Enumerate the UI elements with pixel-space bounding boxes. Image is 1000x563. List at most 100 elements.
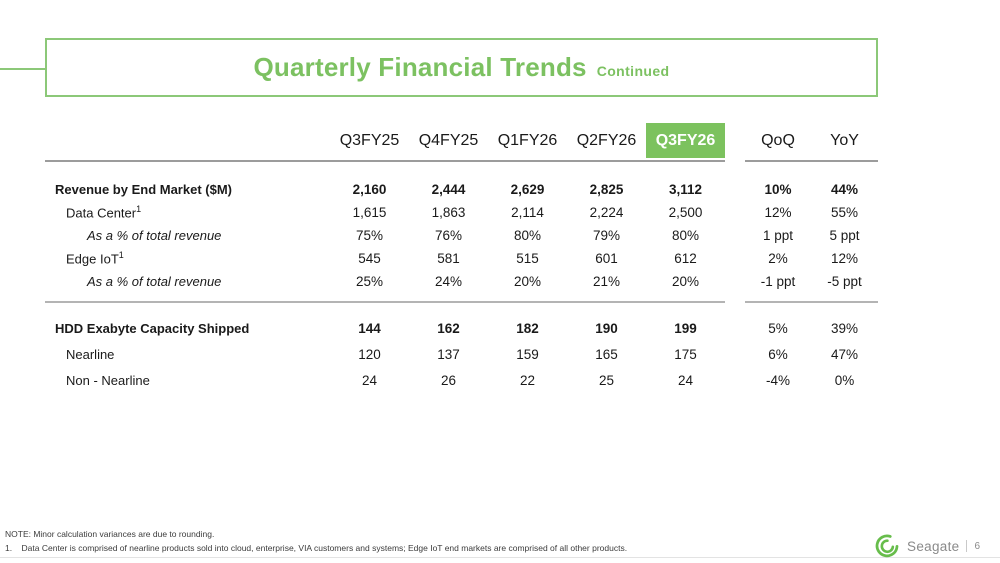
value-cell: 545 — [358, 251, 381, 266]
value-cell: 80% — [671, 228, 700, 243]
section-revenue: Revenue by End Market ($M) 2,160 2,444 2,62… — [45, 178, 878, 293]
change-cell: 5 ppt — [829, 228, 860, 243]
value-cell: 1,615 — [352, 205, 387, 220]
change-cell: 0% — [834, 372, 855, 388]
change-cell: 6% — [768, 346, 788, 362]
page-divider — [966, 540, 968, 552]
section-divider-right — [745, 301, 878, 303]
value-cell: 3,112 — [668, 182, 703, 197]
note-data-center: 1. Data Center is comprised of nearline … — [5, 543, 628, 553]
section-divider — [45, 301, 878, 303]
change-cell: 39% — [830, 320, 859, 336]
note-rounding: NOTE: Minor calculation variances are du… — [5, 529, 215, 539]
value-cell: 2,629 — [510, 182, 545, 197]
change-cell: -5 ppt — [827, 274, 862, 289]
section-divider-left — [45, 301, 725, 303]
header-underline — [45, 160, 878, 162]
page-number: 6 — [974, 540, 980, 552]
value-cell: 199 — [674, 320, 697, 336]
page-title-suffix: Continued — [596, 63, 670, 79]
change-cell: 12% — [764, 205, 792, 220]
left-accent-line — [0, 68, 46, 70]
value-cell: 76% — [434, 228, 463, 243]
row-label: Revenue by End Market ($M) — [45, 182, 330, 197]
table-row: Non - Nearline 24 26 22 25 24 -4% 0% — [45, 367, 878, 393]
value-cell: 137 — [437, 346, 460, 362]
table-row: Data Center1 1,615 1,863 2,114 2,224 2,500 12%… — [45, 201, 878, 224]
header-cell-q1fy26: Q1FY26 — [497, 132, 558, 149]
value-cell: 20% — [513, 274, 542, 289]
row-label-text: Edge IoT — [66, 251, 119, 267]
value-cell: 25 — [598, 372, 615, 388]
row-label-text: Data Center — [66, 205, 137, 221]
value-cell: 120 — [358, 346, 381, 362]
brand-block: Seagate 6 — [874, 533, 980, 559]
change-cell: -4% — [765, 372, 790, 388]
seagate-swirl-icon — [874, 533, 900, 559]
header-cell-q3fy26: Q3FY26 — [646, 123, 725, 158]
row-label-text: HDD Exabyte Capacity Shipped — [55, 320, 250, 336]
title-box: Quarterly Financial Trends Continued — [45, 38, 878, 97]
change-cell: 55% — [830, 205, 859, 220]
header-cell-q3fy25: Q3FY25 — [339, 132, 400, 149]
seagate-wordmark: Seagate — [907, 538, 960, 554]
value-cell: 581 — [437, 251, 460, 266]
value-cell: 2,825 — [589, 182, 624, 197]
value-cell: 2,224 — [589, 205, 624, 220]
row-label: Non - Nearline — [45, 373, 330, 388]
row-label: Data Center1 — [45, 204, 330, 220]
value-cell: 175 — [674, 346, 697, 362]
value-cell: 2,160 — [352, 182, 387, 197]
value-cell: 75% — [355, 228, 384, 243]
section-exabytes: HDD Exabyte Capacity Shipped 144 162 182 190… — [45, 315, 878, 393]
change-cell: 12% — [830, 251, 859, 266]
header-cell-q4fy25: Q4FY25 — [418, 132, 479, 149]
row-label: Nearline — [45, 347, 330, 362]
footnote-marker: 1 — [136, 204, 142, 215]
footnote-marker: 1 — [118, 250, 124, 261]
change-cell: 1 ppt — [762, 228, 794, 243]
table-row: As a % of total revenue 25% 24% 20% 21% 20% -1… — [45, 270, 878, 293]
table-row: HDD Exabyte Capacity Shipped 144 162 182 190… — [45, 315, 878, 341]
row-label-text: As a % of total revenue — [87, 274, 222, 289]
row-label-text: Nearline — [66, 346, 115, 362]
change-cell: -1 ppt — [760, 274, 796, 289]
table-row: Edge IoT1 545 581 515 601 612 2% 12% — [45, 247, 878, 270]
value-cell: 144 — [358, 320, 381, 336]
header-cell-qoq: QoQ — [761, 132, 795, 149]
row-label: As a % of total revenue — [45, 228, 330, 243]
value-cell: 162 — [437, 320, 460, 336]
table-row: Revenue by End Market ($M) 2,160 2,444 2,62… — [45, 178, 878, 201]
value-cell: 612 — [674, 251, 697, 266]
table-header-row: Q3FY25 Q4FY25 Q1FY26 Q2FY26 Q3FY26 QoQ YoY — [45, 123, 878, 158]
value-cell: 24 — [677, 372, 694, 388]
value-cell: 25% — [355, 274, 384, 289]
value-cell: 21% — [592, 274, 621, 289]
value-cell: 159 — [516, 346, 539, 362]
value-cell: 80% — [513, 228, 542, 243]
header-cell-yoy: YoY — [830, 132, 859, 149]
value-cell: 165 — [595, 346, 618, 362]
value-cell: 2,114 — [511, 205, 544, 220]
row-label: HDD Exabyte Capacity Shipped — [45, 321, 330, 336]
value-cell: 22 — [519, 372, 536, 388]
change-cell: 5% — [768, 320, 788, 336]
change-cell: 47% — [830, 346, 859, 362]
row-label-text: Non - Nearline — [66, 372, 150, 388]
table-row: As a % of total revenue 75% 76% 80% 79% 80% 1 … — [45, 224, 878, 247]
header-underline-right — [745, 160, 878, 162]
row-label: As a % of total revenue — [45, 274, 330, 289]
value-cell: 79% — [592, 228, 621, 243]
change-cell: 44% — [830, 182, 859, 197]
footer-divider-line — [0, 557, 1000, 558]
header-underline-left — [45, 160, 725, 162]
value-cell: 1,863 — [431, 205, 466, 220]
value-cell: 24 — [361, 372, 378, 388]
value-cell: 2,444 — [431, 182, 466, 197]
value-cell: 190 — [595, 320, 618, 336]
financial-table: Q3FY25 Q4FY25 Q1FY26 Q2FY26 Q3FY26 QoQ YoY Rev… — [45, 123, 878, 393]
value-cell: 26 — [440, 372, 457, 388]
value-cell: 2,500 — [668, 205, 703, 220]
table-row: Nearline 120 137 159 165 175 6% 47% — [45, 341, 878, 367]
